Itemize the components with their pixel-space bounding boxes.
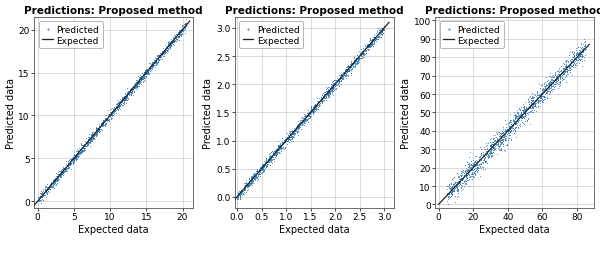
Predicted — [233, 201, 241, 204]
Predicted — [380, 25, 388, 28]
Predicted — [329, 90, 336, 93]
Predicted — [109, 110, 116, 113]
Predicted — [289, 133, 296, 136]
Predicted — [361, 53, 368, 56]
Y-axis label: Predicted data: Predicted data — [203, 78, 213, 148]
Title: Predictions: Proposed method: Predictions: Proposed method — [25, 6, 203, 15]
X-axis label: Expected data: Expected data — [79, 224, 149, 234]
Predicted — [450, 176, 457, 179]
Predicted — [160, 52, 167, 55]
Predicted — [37, 202, 44, 205]
Predicted — [542, 84, 550, 87]
Predicted — [445, 203, 452, 206]
Predicted — [335, 80, 342, 83]
Legend: Predicted, Expected: Predicted, Expected — [239, 22, 304, 49]
Predicted — [444, 184, 451, 187]
Predicted — [455, 187, 462, 190]
Predicted — [109, 108, 116, 111]
Predicted — [532, 95, 539, 98]
Predicted — [338, 74, 345, 77]
Predicted — [292, 128, 299, 131]
Predicted — [140, 77, 147, 80]
Predicted — [101, 117, 109, 120]
Line: Predicted: Predicted — [37, 19, 187, 204]
Predicted — [82, 145, 89, 148]
Title: Predictions: Proposed method: Predictions: Proposed method — [225, 6, 404, 15]
Predicted — [281, 148, 288, 151]
Predicted — [182, 19, 189, 22]
Predicted — [46, 187, 53, 190]
Predicted — [329, 87, 336, 90]
Y-axis label: Predicted data: Predicted data — [401, 78, 411, 148]
X-axis label: Expected data: Expected data — [279, 224, 350, 234]
Predicted — [580, 38, 587, 41]
Line: Predicted: Predicted — [446, 39, 587, 205]
Legend: Predicted, Expected: Predicted, Expected — [440, 22, 504, 49]
X-axis label: Expected data: Expected data — [479, 224, 550, 234]
Predicted — [451, 184, 458, 187]
Predicted — [512, 121, 519, 124]
Predicted — [89, 133, 96, 136]
Line: Predicted: Predicted — [236, 26, 385, 204]
Legend: Predicted, Expected: Predicted, Expected — [38, 22, 103, 49]
Y-axis label: Predicted data: Predicted data — [5, 78, 16, 148]
Predicted — [448, 192, 455, 195]
Title: Predictions: Proposed method: Predictions: Proposed method — [425, 6, 600, 15]
